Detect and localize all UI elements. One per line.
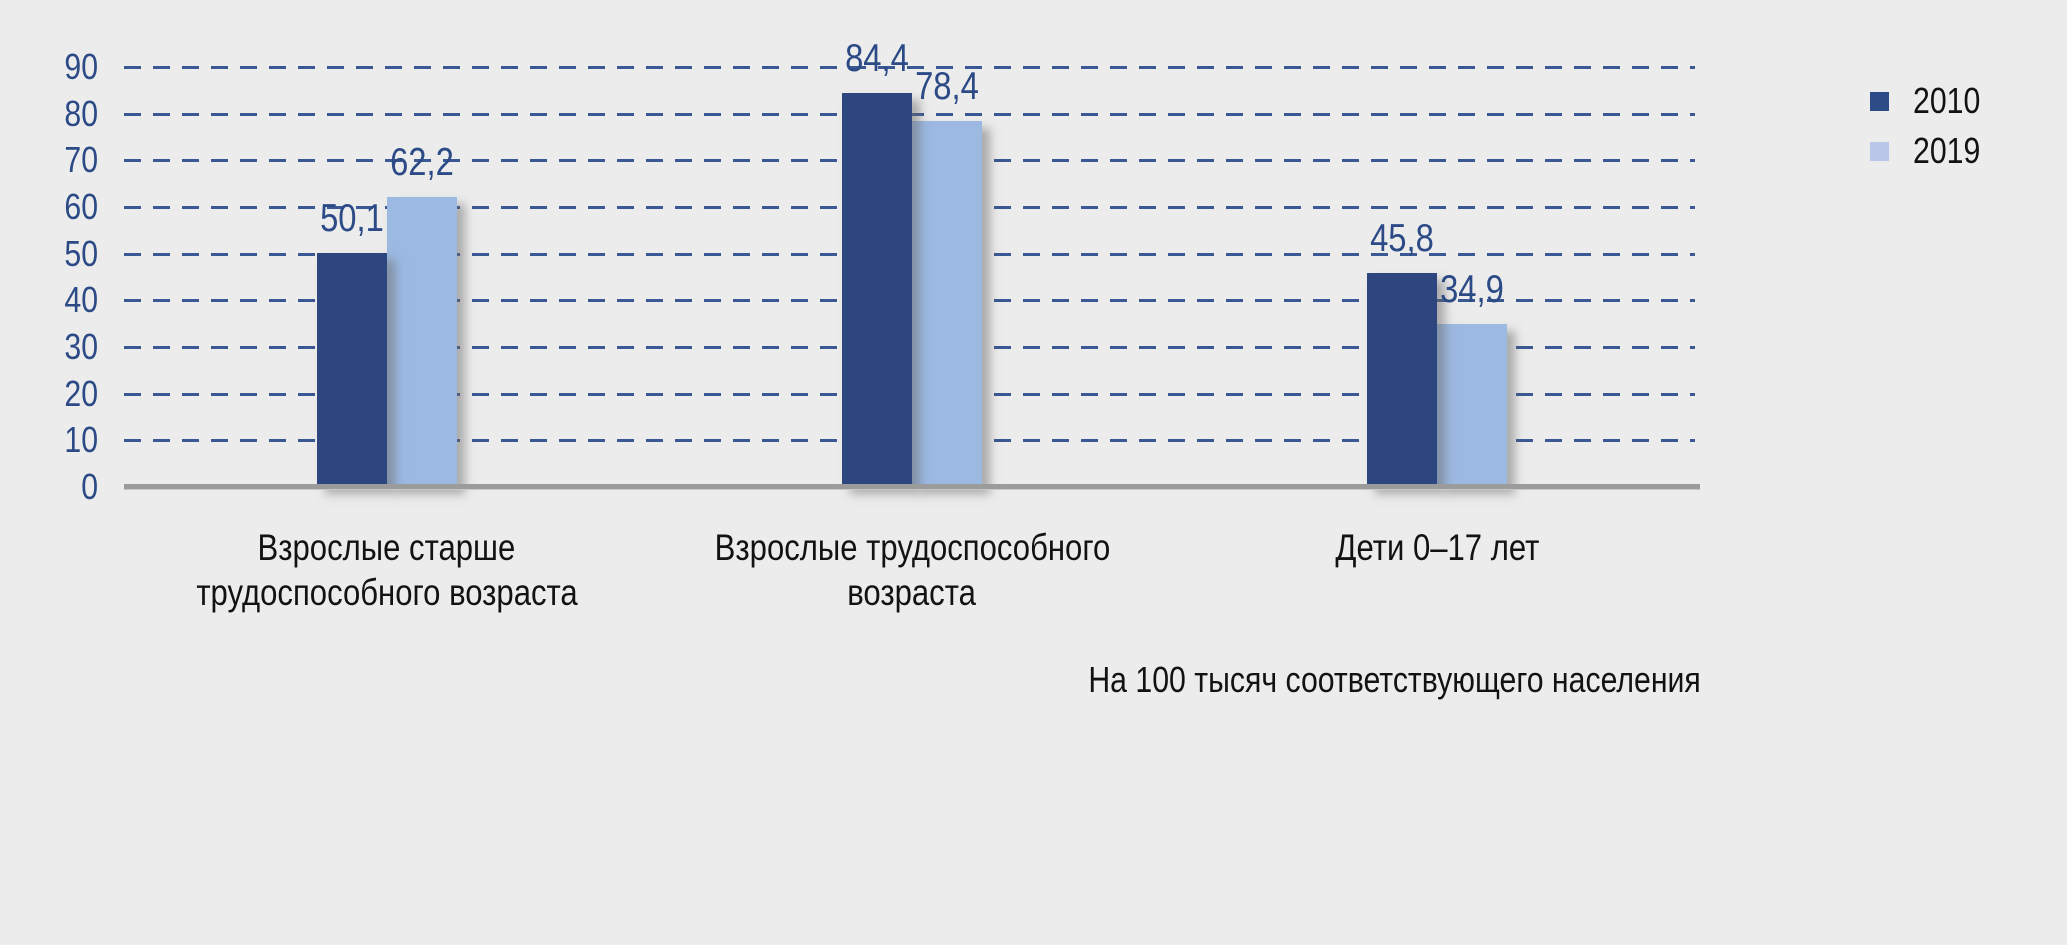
legend-item-2019: 2019 <box>1870 130 1993 171</box>
y-axis-tick-label-0: 0 <box>81 466 98 507</box>
bar-2010-group-3 <box>1367 273 1438 487</box>
bar-2010-group-2 <box>842 93 912 487</box>
y-axis-tick-label-20: 20 <box>64 372 98 414</box>
legend-swatch-2010 <box>1870 91 1889 111</box>
y-axis-tick-label-10: 10 <box>64 419 98 461</box>
bar-2019-group-1 <box>386 196 457 487</box>
bar-2010-group-1 <box>316 253 387 487</box>
y-axis-tick-label-90: 90 <box>64 46 98 87</box>
y-axis-tick-label-70: 70 <box>64 139 98 181</box>
legend-label-2010: 2010 <box>1913 80 1981 121</box>
category-label-2: Взрослые трудоспособного возраста <box>714 527 1110 613</box>
chart-caption-text: На 100 тысяч соответствующего населения <box>1088 659 1701 700</box>
bar-2019-group-2 <box>912 121 982 487</box>
legend-swatch-2019 <box>1870 141 1889 161</box>
x-axis-line <box>124 484 1700 490</box>
bar-2019-group-3 <box>1437 324 1508 487</box>
legend: 2010 2019 <box>1870 80 1993 184</box>
y-axis-tick-label-40: 40 <box>64 279 98 321</box>
value-label-2010-group-3: 45,8 <box>1370 217 1435 261</box>
y-axis-tick-label-30: 30 <box>64 326 98 367</box>
value-label-2019-group-1: 62,2 <box>389 140 454 184</box>
y-axis-tick-label-50: 50 <box>64 232 98 274</box>
category-label-1: Взрослые старше трудоспособного возраста <box>195 527 578 613</box>
value-label-2010-group-1: 50,1 <box>319 197 384 241</box>
chart-caption: На 100 тысяч соответствующего населения <box>1030 658 1730 702</box>
y-axis-tick-label-80: 80 <box>64 92 98 134</box>
y-axis-tick-label-60: 60 <box>64 186 98 227</box>
value-label-2019-group-2: 78,4 <box>915 65 979 109</box>
legend-item-2010: 2010 <box>1870 80 1993 121</box>
gridline-90 <box>124 66 1695 69</box>
category-label-3: Дети 0–17 лет <box>1335 527 1540 568</box>
value-label-2010-group-2: 84,4 <box>845 37 909 81</box>
legend-label-2019: 2019 <box>1913 130 1981 171</box>
value-label-2019-group-3: 34,9 <box>1440 268 1505 312</box>
